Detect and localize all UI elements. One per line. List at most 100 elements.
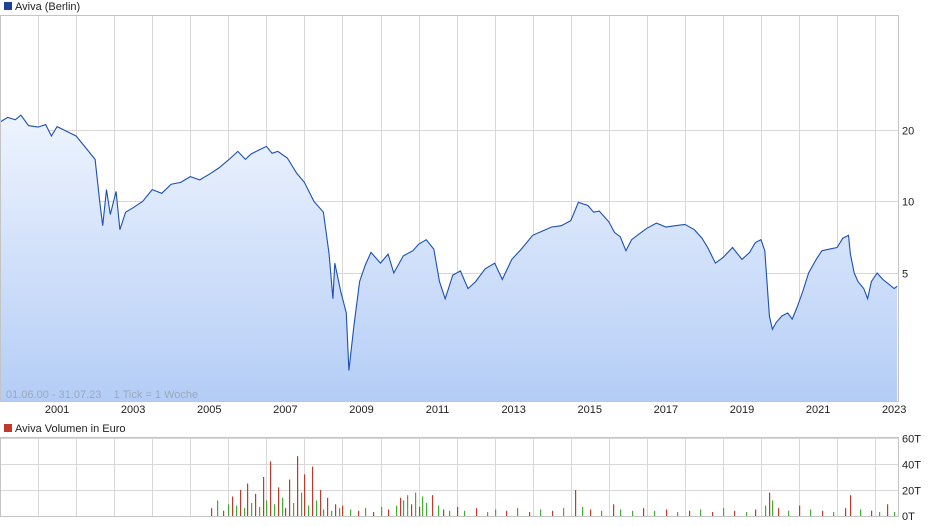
volume-bar [266, 500, 268, 516]
volume-bar [723, 508, 725, 516]
volume-bar [365, 508, 367, 516]
volume-bar [312, 466, 314, 516]
volume-bar [879, 512, 881, 516]
volume-bar [772, 500, 774, 516]
volume-bar [833, 512, 835, 516]
volume-bar [438, 505, 440, 516]
volume-bar [323, 509, 325, 516]
price-panel: Aviva (Berlin) 5 10 20 01.06.00 - 31.07.23… [0, 1, 914, 416]
volume-bar [285, 508, 287, 516]
volume-bar [769, 492, 771, 516]
volume-bar [894, 512, 896, 516]
volume-y-tick-label: 0T [902, 511, 915, 523]
volume-bar [244, 508, 246, 516]
volume-bar [240, 490, 242, 516]
y-tick-label: 20 [902, 126, 914, 138]
volume-bar [666, 509, 668, 516]
volume-bar [350, 509, 352, 516]
volume-bar [274, 504, 276, 516]
volume-frame [0, 437, 899, 517]
x-axis: 2001 2003 2005 2007 2009 2011 2013 2015 2017 2019… [45, 404, 907, 416]
volume-bar [259, 506, 261, 516]
volume-bar [278, 487, 280, 516]
volume-bar [799, 505, 801, 516]
volume-bar [654, 510, 656, 516]
volume-y-tick-label: 60T [902, 434, 921, 446]
volume-bar [304, 474, 306, 516]
volume-bar [860, 509, 862, 516]
volume-bar [342, 505, 344, 516]
volume-bar [335, 504, 337, 516]
volume-bar [403, 500, 405, 516]
volume-bar [381, 506, 383, 516]
volume-bar [270, 461, 272, 516]
volume-bar [590, 509, 592, 516]
price-legend-label: Aviva (Berlin) [15, 1, 80, 13]
volume-y-tick-label: 20T [902, 486, 921, 498]
volume-bar [457, 506, 459, 516]
range-note: 01.06.00 - 31.07.23 1 Tick = 1 Woche [6, 389, 198, 401]
volume-bar [476, 508, 478, 516]
volume-bar [746, 512, 748, 516]
volume-bar [517, 508, 519, 516]
volume-bar [223, 510, 225, 516]
volume-bar [582, 506, 584, 516]
volume-bar [255, 493, 257, 516]
volume-bar [620, 509, 622, 516]
volume-bar [247, 483, 249, 516]
x-tick-label: 2015 [578, 404, 602, 416]
volume-bar [339, 508, 341, 516]
volume-bar [755, 509, 757, 516]
volume-bar [575, 490, 577, 516]
price-legend-swatch [4, 2, 12, 10]
volume-bar [217, 500, 219, 516]
volume-bar [293, 503, 295, 516]
price-y-axis: 5 10 20 [902, 126, 914, 281]
x-tick-label: 2023 [882, 404, 906, 416]
price-frame [0, 15, 899, 402]
price-area-fill [0, 115, 898, 401]
volume-bar [734, 510, 736, 516]
volume-bar [677, 512, 679, 516]
volume-bar [712, 512, 714, 516]
volume-bar [236, 505, 238, 516]
volume-bar [810, 509, 812, 516]
volume-bar [506, 510, 508, 516]
volume-bar [432, 495, 434, 516]
volume-bar [308, 505, 310, 516]
volume-bar [632, 510, 634, 516]
volume-bar [316, 500, 318, 516]
volume-bar [373, 512, 375, 516]
volume-bars [211, 456, 896, 516]
volume-y-tick-label: 40T [902, 460, 921, 472]
volume-bar [778, 508, 780, 516]
volume-bar [601, 510, 603, 516]
volume-legend-swatch [4, 424, 12, 432]
volume-bar [415, 492, 417, 516]
volume-bar [411, 504, 413, 516]
x-tick-label: 2001 [45, 404, 69, 416]
volume-bar [443, 509, 445, 516]
volume-bar [540, 509, 542, 516]
volume-bar [871, 510, 873, 516]
volume-bar [282, 497, 284, 516]
volume-bar [301, 492, 303, 516]
volume-bar [422, 496, 424, 516]
x-tick-label: 2007 [273, 404, 297, 416]
volume-legend-label: Aviva Volumen in Euro [15, 423, 125, 435]
volume-bar [232, 496, 234, 516]
volume-bar [407, 495, 409, 516]
volume-bar [613, 504, 615, 516]
volume-bar [552, 510, 554, 516]
volume-bar [850, 495, 852, 516]
volume-bar [358, 510, 360, 516]
volume-bar [400, 497, 402, 516]
volume-bar [297, 456, 299, 516]
volume-panel: Aviva Volumen in Euro 0T 20T 40T 60T [0, 423, 921, 523]
y-tick-label: 5 [902, 269, 908, 281]
x-tick-label: 2009 [349, 404, 373, 416]
x-tick-label: 2017 [654, 404, 678, 416]
volume-y-axis: 0T 20T 40T 60T [902, 434, 921, 524]
volume-bar [495, 509, 497, 516]
